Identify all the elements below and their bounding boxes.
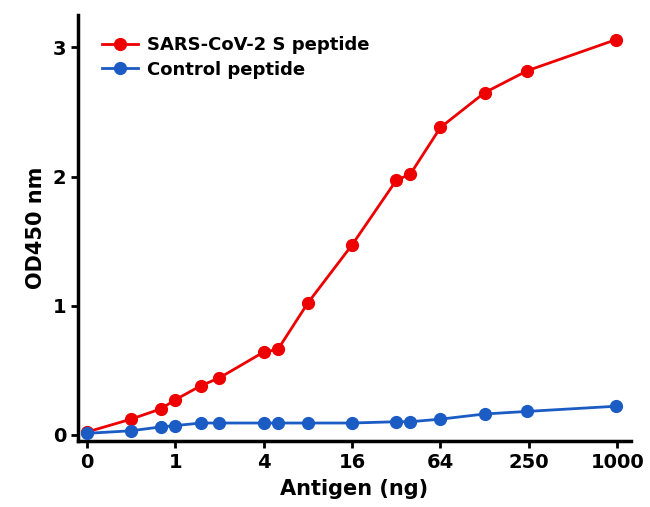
Control peptide xyxy=(157,424,165,430)
SARS-CoV-2 S peptide xyxy=(83,429,91,435)
Y-axis label: OD450 nm: OD450 nm xyxy=(25,167,46,289)
Legend: SARS-CoV-2 S peptide, Control peptide: SARS-CoV-2 S peptide, Control peptide xyxy=(98,33,373,82)
SARS-CoV-2 S peptide xyxy=(304,300,312,306)
Control peptide xyxy=(406,419,414,425)
SARS-CoV-2 S peptide xyxy=(157,406,165,412)
SARS-CoV-2 S peptide xyxy=(523,67,531,74)
SARS-CoV-2 S peptide xyxy=(612,37,619,43)
Line: SARS-CoV-2 S peptide: SARS-CoV-2 S peptide xyxy=(81,34,621,438)
Control peptide xyxy=(481,411,489,417)
Control peptide xyxy=(393,419,400,425)
Control peptide xyxy=(197,420,205,426)
Control peptide xyxy=(274,420,281,426)
SARS-CoV-2 S peptide xyxy=(393,177,400,184)
Control peptide xyxy=(523,408,531,414)
Control peptide xyxy=(260,420,268,426)
SARS-CoV-2 S peptide xyxy=(481,90,489,96)
X-axis label: Antigen (ng): Antigen (ng) xyxy=(280,479,428,499)
SARS-CoV-2 S peptide xyxy=(348,242,356,248)
SARS-CoV-2 S peptide xyxy=(172,397,179,403)
SARS-CoV-2 S peptide xyxy=(274,346,281,352)
Control peptide xyxy=(216,420,224,426)
SARS-CoV-2 S peptide xyxy=(127,416,135,422)
SARS-CoV-2 S peptide xyxy=(197,383,205,389)
SARS-CoV-2 S peptide xyxy=(216,375,224,381)
Control peptide xyxy=(83,430,91,437)
Control peptide xyxy=(348,420,356,426)
SARS-CoV-2 S peptide xyxy=(437,124,445,130)
Control peptide xyxy=(612,403,619,409)
Control peptide xyxy=(172,422,179,428)
SARS-CoV-2 S peptide xyxy=(260,349,268,355)
Line: Control peptide: Control peptide xyxy=(81,401,621,439)
Control peptide xyxy=(437,416,445,422)
SARS-CoV-2 S peptide xyxy=(406,171,414,177)
Control peptide xyxy=(127,428,135,434)
Control peptide xyxy=(304,420,312,426)
